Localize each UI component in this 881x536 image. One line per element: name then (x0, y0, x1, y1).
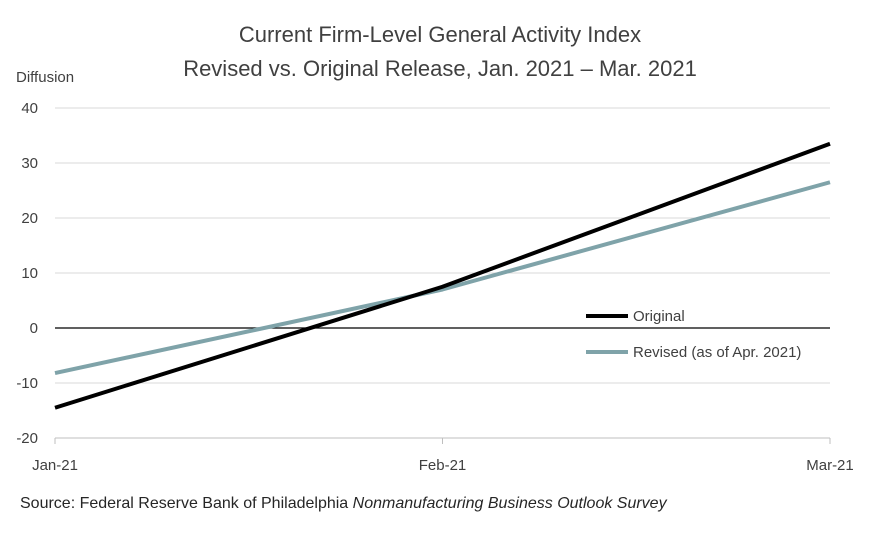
series-line-original (54, 141, 831, 410)
x-tick-label: Jan-21 (32, 457, 78, 474)
y-tick-label: 40 (21, 100, 38, 117)
y-tick-label: -20 (16, 430, 38, 447)
chart-title: Current Firm-Level General Activity Inde… (239, 22, 641, 47)
x-axis (54, 327, 831, 444)
series-lines (54, 141, 831, 410)
legend-label-revised: Revised (as of Apr. 2021) (633, 344, 801, 361)
y-tick-label: 0 (30, 320, 38, 337)
x-tick-label: Feb-21 (419, 457, 467, 474)
y-tick-label: -10 (16, 375, 38, 392)
legend: Original Revised (as of Apr. 2021) (586, 308, 801, 361)
y-tick-labels: -20 -10 0 10 20 30 40 (16, 100, 38, 447)
x-tick-label: Mar-21 (806, 457, 854, 474)
grid-lines (55, 107, 830, 384)
x-tick-labels: Jan-21 Feb-21 Mar-21 (32, 457, 854, 474)
y-tick-label: 10 (21, 265, 38, 282)
y-tick-label: 30 (21, 155, 38, 172)
source-prefix: Source: Federal Reserve Bank of Philadel… (20, 495, 353, 512)
source-survey-name: Nonmanufacturing Business Outlook Survey (353, 495, 668, 512)
y-axis-label: Diffusion (16, 69, 74, 86)
chart-subtitle: Revised vs. Original Release, Jan. 2021 … (183, 56, 697, 81)
y-tick-label: 20 (21, 210, 38, 227)
legend-label-original: Original (633, 308, 685, 325)
series-line-revised (54, 180, 831, 376)
source-note: Source: Federal Reserve Bank of Philadel… (20, 495, 668, 512)
